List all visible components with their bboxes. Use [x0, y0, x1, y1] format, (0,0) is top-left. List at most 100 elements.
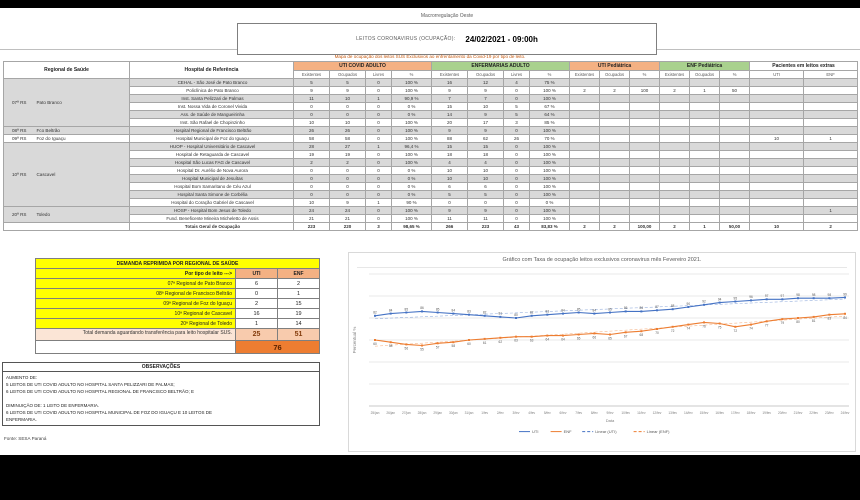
column-subheader: Existentes	[431, 70, 469, 79]
observations-lines: AUMENTO DE: 5 LEITOS DE UTI COVID ADULTO …	[3, 372, 319, 425]
data-point	[640, 330, 643, 333]
table-cell: 100 %	[390, 150, 433, 159]
table-cell: 9	[467, 86, 505, 95]
table-cell: 0	[329, 174, 366, 183]
hospital-name: HUOP - Hospital Universitário de Cascave…	[129, 142, 294, 151]
table-cell: 43	[503, 222, 531, 231]
table-cell: 15	[431, 142, 469, 151]
data-point-label: 81	[812, 319, 816, 323]
data-point-label: 92	[702, 300, 706, 304]
demand-grand-row: 76	[35, 340, 321, 354]
table-cell: 0 %	[390, 110, 433, 119]
table-cell	[599, 174, 631, 183]
table-cell: 88	[431, 134, 469, 143]
table-cell	[659, 198, 691, 207]
table-cell: 9	[431, 126, 469, 135]
hospital-row: Hospital Municipal de Jesuítas 0 0 0 0 % 10 10…	[4, 174, 859, 183]
table-cell: 0	[503, 150, 531, 159]
table-cell	[629, 142, 661, 151]
table-cell: 10	[431, 166, 469, 175]
data-point	[421, 344, 423, 347]
data-point-label: 84	[561, 308, 565, 312]
table-cell	[803, 166, 859, 175]
x-tick-label: 9/fev	[607, 411, 614, 415]
table-cell: 17	[467, 118, 505, 127]
table-cell: 6	[431, 182, 469, 191]
hospital-row: Hospital Bom Samaritano de Céu Azul 0 0 0 0 …	[4, 182, 859, 191]
macro-region-label: Macrorregulação Oeste	[420, 13, 474, 19]
table-cell: 90 %	[390, 198, 433, 207]
data-point	[405, 343, 408, 346]
table-cell: 7	[431, 94, 469, 103]
table-cell	[599, 166, 631, 175]
hospital-name: Inst. Santa Pelizzari de Palmas	[129, 94, 294, 103]
column-subheader: Livres	[365, 70, 392, 79]
report-title-box: LEITOS CORONAVIRUS (OCUPAÇÃO): 24/02/202…	[237, 23, 657, 55]
totals-row: Totais Geral de Ocupação 223 220 3 98,65 % 26…	[3, 222, 859, 231]
demand-row-label: 09ª Regional de Foz do Iguaçu	[35, 298, 236, 309]
column-group-header: Hospital de Referência	[129, 61, 294, 79]
x-tick-label: 12/fev	[653, 411, 662, 415]
table-cell	[629, 126, 661, 135]
table-cell	[689, 190, 721, 199]
hospital-name: Inst. Nossa Vida de Coronel Vivida	[129, 102, 294, 111]
table-cell: 100 %	[390, 126, 433, 135]
data-point-label: 97	[781, 294, 785, 298]
table-cell	[569, 118, 601, 127]
observation-line: AUMENTO DE:	[6, 375, 38, 380]
demand-row: 08ª Regional de Francisco Beltrão 0 1	[35, 288, 321, 299]
table-cell	[803, 126, 859, 135]
x-tick-label: 8/fev	[591, 411, 598, 415]
table-cell: 0	[329, 166, 366, 175]
demand-row: 09ª Regional de Foz do Iguaçu 2 15	[35, 298, 321, 309]
region-cell: 20ª RS Toledo	[3, 206, 130, 223]
table-cell	[689, 126, 721, 135]
table-cell	[803, 142, 859, 151]
table-cell: 11	[293, 94, 330, 103]
table-cell: 0	[365, 86, 392, 95]
demand-totals-spacer	[35, 328, 236, 341]
table-cell	[749, 182, 805, 191]
data-point-label: 55	[420, 348, 424, 352]
table-cell: 0	[365, 174, 392, 183]
table-cell	[629, 118, 661, 127]
table-cell: 0	[431, 198, 469, 207]
table-cell	[599, 158, 631, 167]
table-cell: 0	[365, 150, 392, 159]
hospital-row: 20ª RS Toledo HOSP - Hospital Bom Jesus de…	[3, 206, 859, 223]
hospital-name: Hospital São Lucas FAG de Cascavel	[129, 158, 294, 167]
x-tick-label: 5/fev	[544, 411, 551, 415]
table-cell	[719, 174, 751, 183]
data-point	[562, 334, 564, 337]
observation-line: 6 LEITOS DE UTI COVID ADULTO NO HOSPITAL…	[6, 410, 212, 415]
table-cell: 100	[629, 86, 661, 95]
table-cell: 4	[431, 158, 469, 167]
table-cell: 0	[503, 166, 531, 175]
table-cell	[569, 142, 601, 151]
data-point-label: 74	[687, 327, 691, 331]
table-cell	[689, 102, 721, 111]
data-point	[562, 312, 564, 315]
table-cell	[689, 118, 721, 127]
occupancy-table: Regional de Saúde Hospital de Referência U…	[3, 61, 859, 231]
table-cell: 100 %	[529, 86, 571, 95]
observation-line: ENFERMARIA.	[6, 417, 37, 422]
table-cell	[749, 150, 805, 159]
report-datetime: 24/02/2021 - 09:00h	[465, 34, 538, 44]
legend-item: ENF	[564, 429, 573, 434]
data-point	[781, 298, 784, 301]
column-subheader: Existentes	[293, 70, 330, 79]
table-cell: 96,4 %	[390, 142, 433, 151]
table-cell: 0	[293, 110, 330, 119]
table-cell: 83,83 %	[529, 222, 571, 231]
data-point	[483, 314, 486, 317]
column-group-header: Regional de Saúde	[3, 61, 130, 79]
region-cell: 09ª RS Foz do Iguaçu	[3, 134, 130, 143]
column-group-header: UTI COVID ADULTO	[292, 61, 433, 71]
column-subheader: Existentes	[659, 70, 691, 79]
y-axis-label: Percentual %	[352, 327, 357, 354]
data-point	[452, 341, 455, 344]
table-cell: 100 %	[529, 182, 571, 191]
hospital-name: Ass. de Saúde de Mangueirinha	[129, 110, 294, 119]
report-subtitle: Mapa de ocupação dos leitos SUS Exclusiv…	[334, 54, 526, 59]
